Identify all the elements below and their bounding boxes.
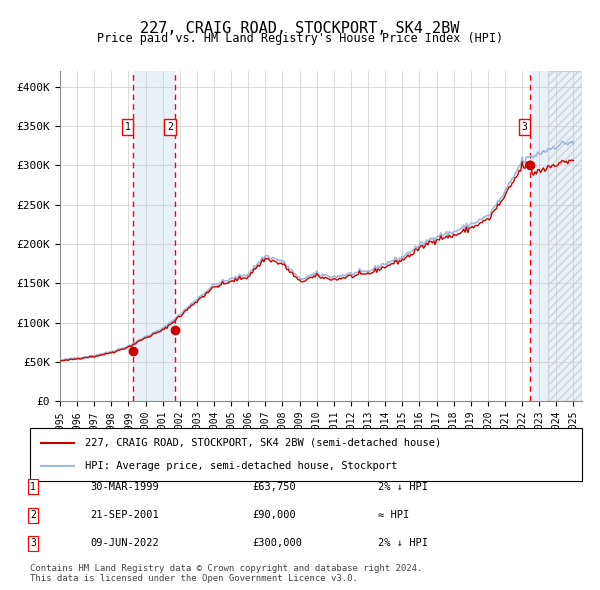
Text: 227, CRAIG ROAD, STOCKPORT, SK4 2BW: 227, CRAIG ROAD, STOCKPORT, SK4 2BW xyxy=(140,21,460,35)
Text: 21-SEP-2001: 21-SEP-2001 xyxy=(90,510,159,520)
Text: £300,000: £300,000 xyxy=(252,539,302,548)
Text: Contains HM Land Registry data © Crown copyright and database right 2024.
This d: Contains HM Land Registry data © Crown c… xyxy=(30,563,422,583)
Text: £90,000: £90,000 xyxy=(252,510,296,520)
Text: Price paid vs. HM Land Registry's House Price Index (HPI): Price paid vs. HM Land Registry's House … xyxy=(97,32,503,45)
FancyBboxPatch shape xyxy=(30,428,582,481)
Text: 2% ↓ HPI: 2% ↓ HPI xyxy=(378,482,428,491)
Text: £63,750: £63,750 xyxy=(252,482,296,491)
Text: 1: 1 xyxy=(30,482,36,491)
Text: 2: 2 xyxy=(30,510,36,520)
Text: 2: 2 xyxy=(167,122,173,132)
Text: 09-JUN-2022: 09-JUN-2022 xyxy=(90,539,159,548)
Bar xyxy=(133,71,175,401)
Text: HPI: Average price, semi-detached house, Stockport: HPI: Average price, semi-detached house,… xyxy=(85,461,398,471)
Text: 30-MAR-1999: 30-MAR-1999 xyxy=(90,482,159,491)
Text: 2% ↓ HPI: 2% ↓ HPI xyxy=(378,539,428,548)
Text: ≈ HPI: ≈ HPI xyxy=(378,510,409,520)
Text: 1: 1 xyxy=(124,122,130,132)
Text: 227, CRAIG ROAD, STOCKPORT, SK4 2BW (semi-detached house): 227, CRAIG ROAD, STOCKPORT, SK4 2BW (sem… xyxy=(85,438,442,448)
Text: 3: 3 xyxy=(30,539,36,548)
Bar xyxy=(530,71,582,401)
Bar xyxy=(548,71,582,401)
Text: 3: 3 xyxy=(521,122,527,132)
